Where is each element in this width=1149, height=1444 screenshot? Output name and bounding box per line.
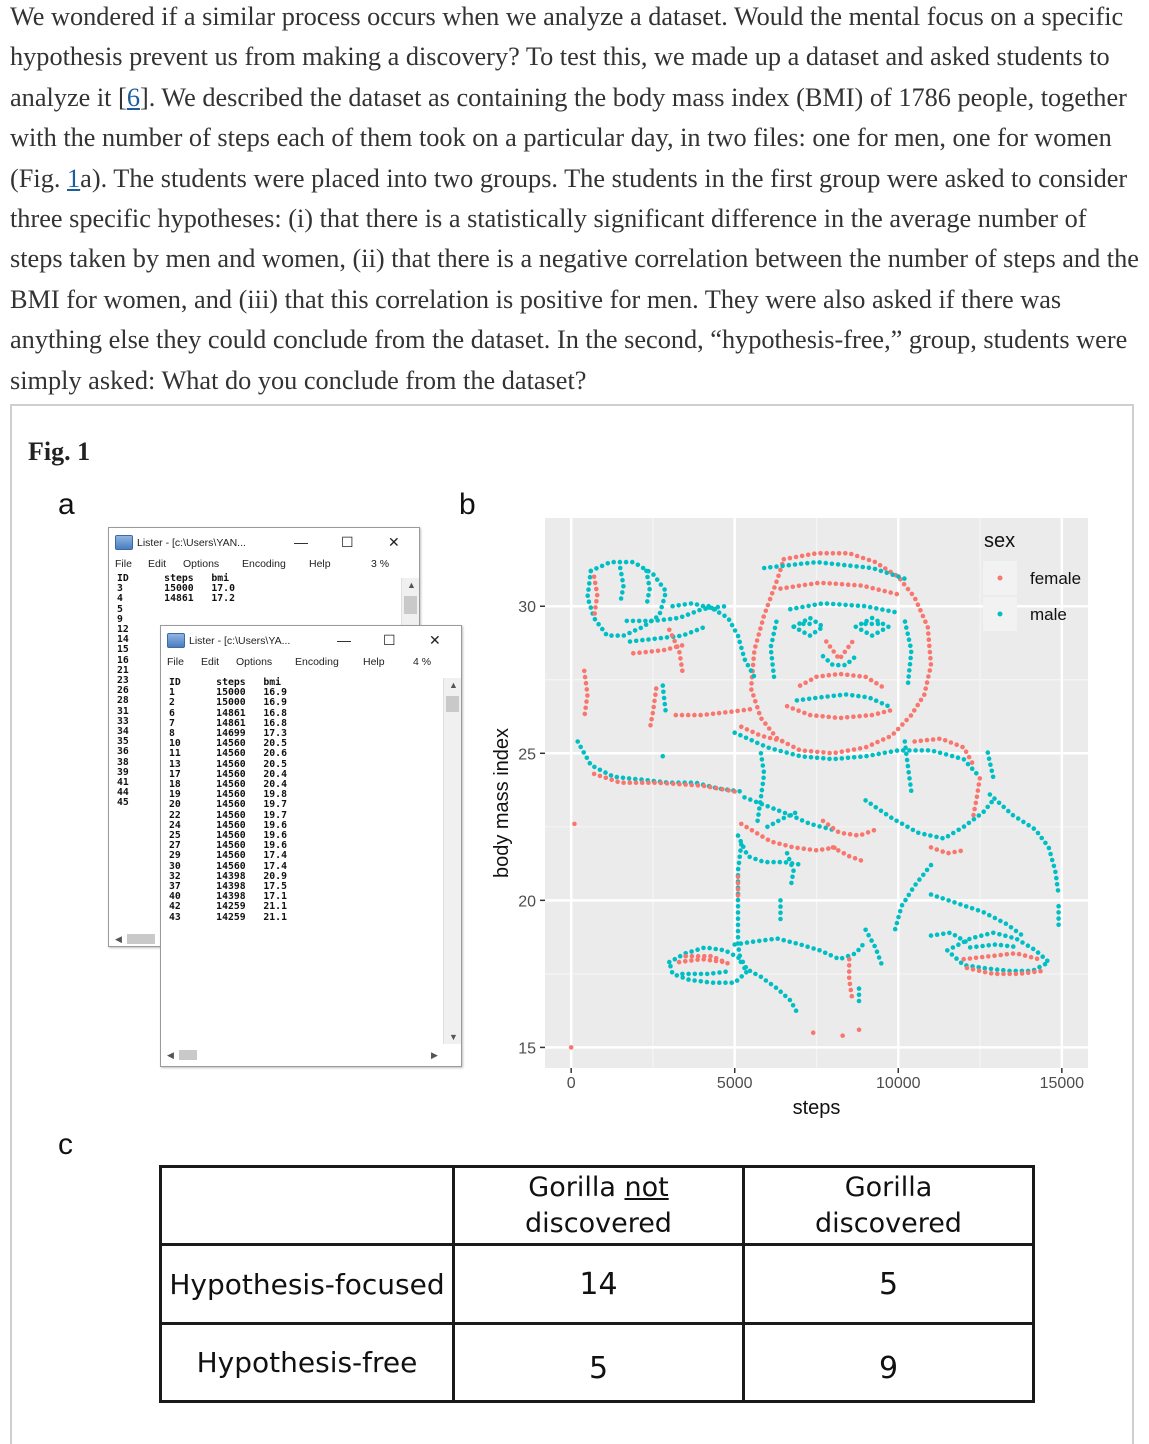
- percent-readout: 4 %: [413, 656, 432, 668]
- lister-app-icon: [167, 633, 185, 648]
- horizontal-scroll-thumb[interactable]: [179, 1050, 197, 1060]
- row-label-hypothesis-free: Hypothesis-free: [159, 1322, 455, 1403]
- lister-window-front[interactable]: Lister - [c:\Users\YA... — ☐ ✕ File Edit…: [160, 625, 462, 1067]
- close-button[interactable]: ✕: [429, 632, 441, 648]
- menu-edit[interactable]: Edit: [148, 558, 167, 570]
- cell-focused-discovered: 5: [742, 1243, 1035, 1325]
- reference-link-6[interactable]: 6: [126, 82, 140, 112]
- menu-file[interactable]: File: [167, 656, 184, 668]
- table-row: Hypothesis-free 5 9: [159, 1322, 1035, 1403]
- intro-text-2: ]. We described the dataset as containin…: [10, 82, 1127, 193]
- menu-help[interactable]: Help: [309, 558, 331, 570]
- lister-back-content: ID steps bmi 3 15000 17.0 4 14861 17.2 5…: [117, 573, 235, 809]
- scroll-left-icon[interactable]: ◀: [167, 1050, 174, 1060]
- minimize-button[interactable]: —: [294, 534, 308, 550]
- intro-paragraph: We wondered if a similar process occurs …: [10, 0, 1142, 401]
- menu-encoding[interactable]: Encoding: [295, 656, 339, 668]
- cell-focused-not-discovered: 14: [452, 1243, 745, 1325]
- figure-link-1[interactable]: 1: [67, 163, 81, 193]
- lister-front-menubar: File Edit Options Encoding Help 4 %: [161, 656, 461, 672]
- scroll-thumb[interactable]: [404, 596, 417, 614]
- header-gorilla-word: Gorilla: [528, 1171, 625, 1203]
- lister-back-title: Lister - [c:\Users\YAN...: [137, 537, 246, 549]
- figure-caption: Fig. 1: [28, 437, 91, 466]
- lister-front-titlebar[interactable]: Lister - [c:\Users\YA... — ☐ ✕: [161, 626, 461, 656]
- cell-free-discovered: 9: [742, 1322, 1035, 1403]
- cell-free-not-discovered: 5: [452, 1322, 745, 1403]
- panel-label-c: c: [58, 1128, 73, 1161]
- lister-front-scrollbar[interactable]: ▲ ▼: [443, 678, 461, 1044]
- header-gorilla-discovered: Gorilla discovered: [742, 1165, 1035, 1246]
- table-corner-cell: [159, 1165, 455, 1246]
- menu-file[interactable]: File: [115, 558, 132, 570]
- menu-encoding[interactable]: Encoding: [242, 558, 286, 570]
- maximize-button[interactable]: ☐: [383, 632, 396, 648]
- results-table: Gorilla not discovered Gorilla discovere…: [159, 1165, 1035, 1403]
- scroll-up-icon[interactable]: ▲: [407, 580, 416, 590]
- header-not-word: not: [624, 1171, 669, 1203]
- maximize-button[interactable]: ☐: [341, 534, 354, 550]
- scroll-left-icon[interactable]: ◀: [115, 934, 122, 944]
- header-gorilla-discovered-text: Gorilla discovered: [815, 1171, 962, 1239]
- table-header-row: Gorilla not discovered Gorilla discovere…: [159, 1165, 1035, 1246]
- panel-label-b: b: [459, 488, 476, 521]
- close-button[interactable]: ✕: [388, 534, 400, 550]
- lister-app-icon: [115, 535, 133, 550]
- lister-front-content: ID steps bmi 1 15000 16.9 2 15000 16.9 6…: [169, 677, 287, 923]
- lister-front-title: Lister - [c:\Users\YA...: [189, 635, 291, 647]
- scroll-up-icon[interactable]: ▲: [449, 680, 458, 690]
- horizontal-scroll-thumb[interactable]: [127, 934, 155, 944]
- scroll-thumb[interactable]: [446, 696, 459, 712]
- scroll-right-icon[interactable]: ▶: [431, 1050, 438, 1060]
- figure-container: [10, 404, 1134, 1444]
- scroll-down-icon[interactable]: ▼: [449, 1032, 458, 1042]
- menu-options[interactable]: Options: [236, 656, 273, 668]
- minimize-button[interactable]: —: [337, 632, 351, 648]
- panel-label-a: a: [58, 488, 75, 521]
- row-label-hypothesis-focused: Hypothesis-focused: [159, 1243, 455, 1325]
- menu-options[interactable]: Options: [183, 558, 220, 570]
- lister-back-titlebar[interactable]: Lister - [c:\Users\YAN... — ☐ ✕: [109, 528, 419, 558]
- percent-readout: 3 %: [371, 558, 390, 570]
- menu-edit[interactable]: Edit: [201, 656, 220, 668]
- table-row: Hypothesis-focused 14 5: [159, 1243, 1035, 1325]
- menu-help[interactable]: Help: [363, 656, 385, 668]
- intro-text-1: We wondered if a similar process occurs …: [10, 2, 1124, 112]
- lister-back-menubar: File Edit Options Encoding Help 3 %: [109, 558, 419, 574]
- header-gorilla-not-discovered: Gorilla not discovered: [452, 1165, 745, 1246]
- intro-text-3: a). The students were placed into two gr…: [10, 163, 1139, 395]
- header-discovered-word: discovered: [525, 1207, 672, 1239]
